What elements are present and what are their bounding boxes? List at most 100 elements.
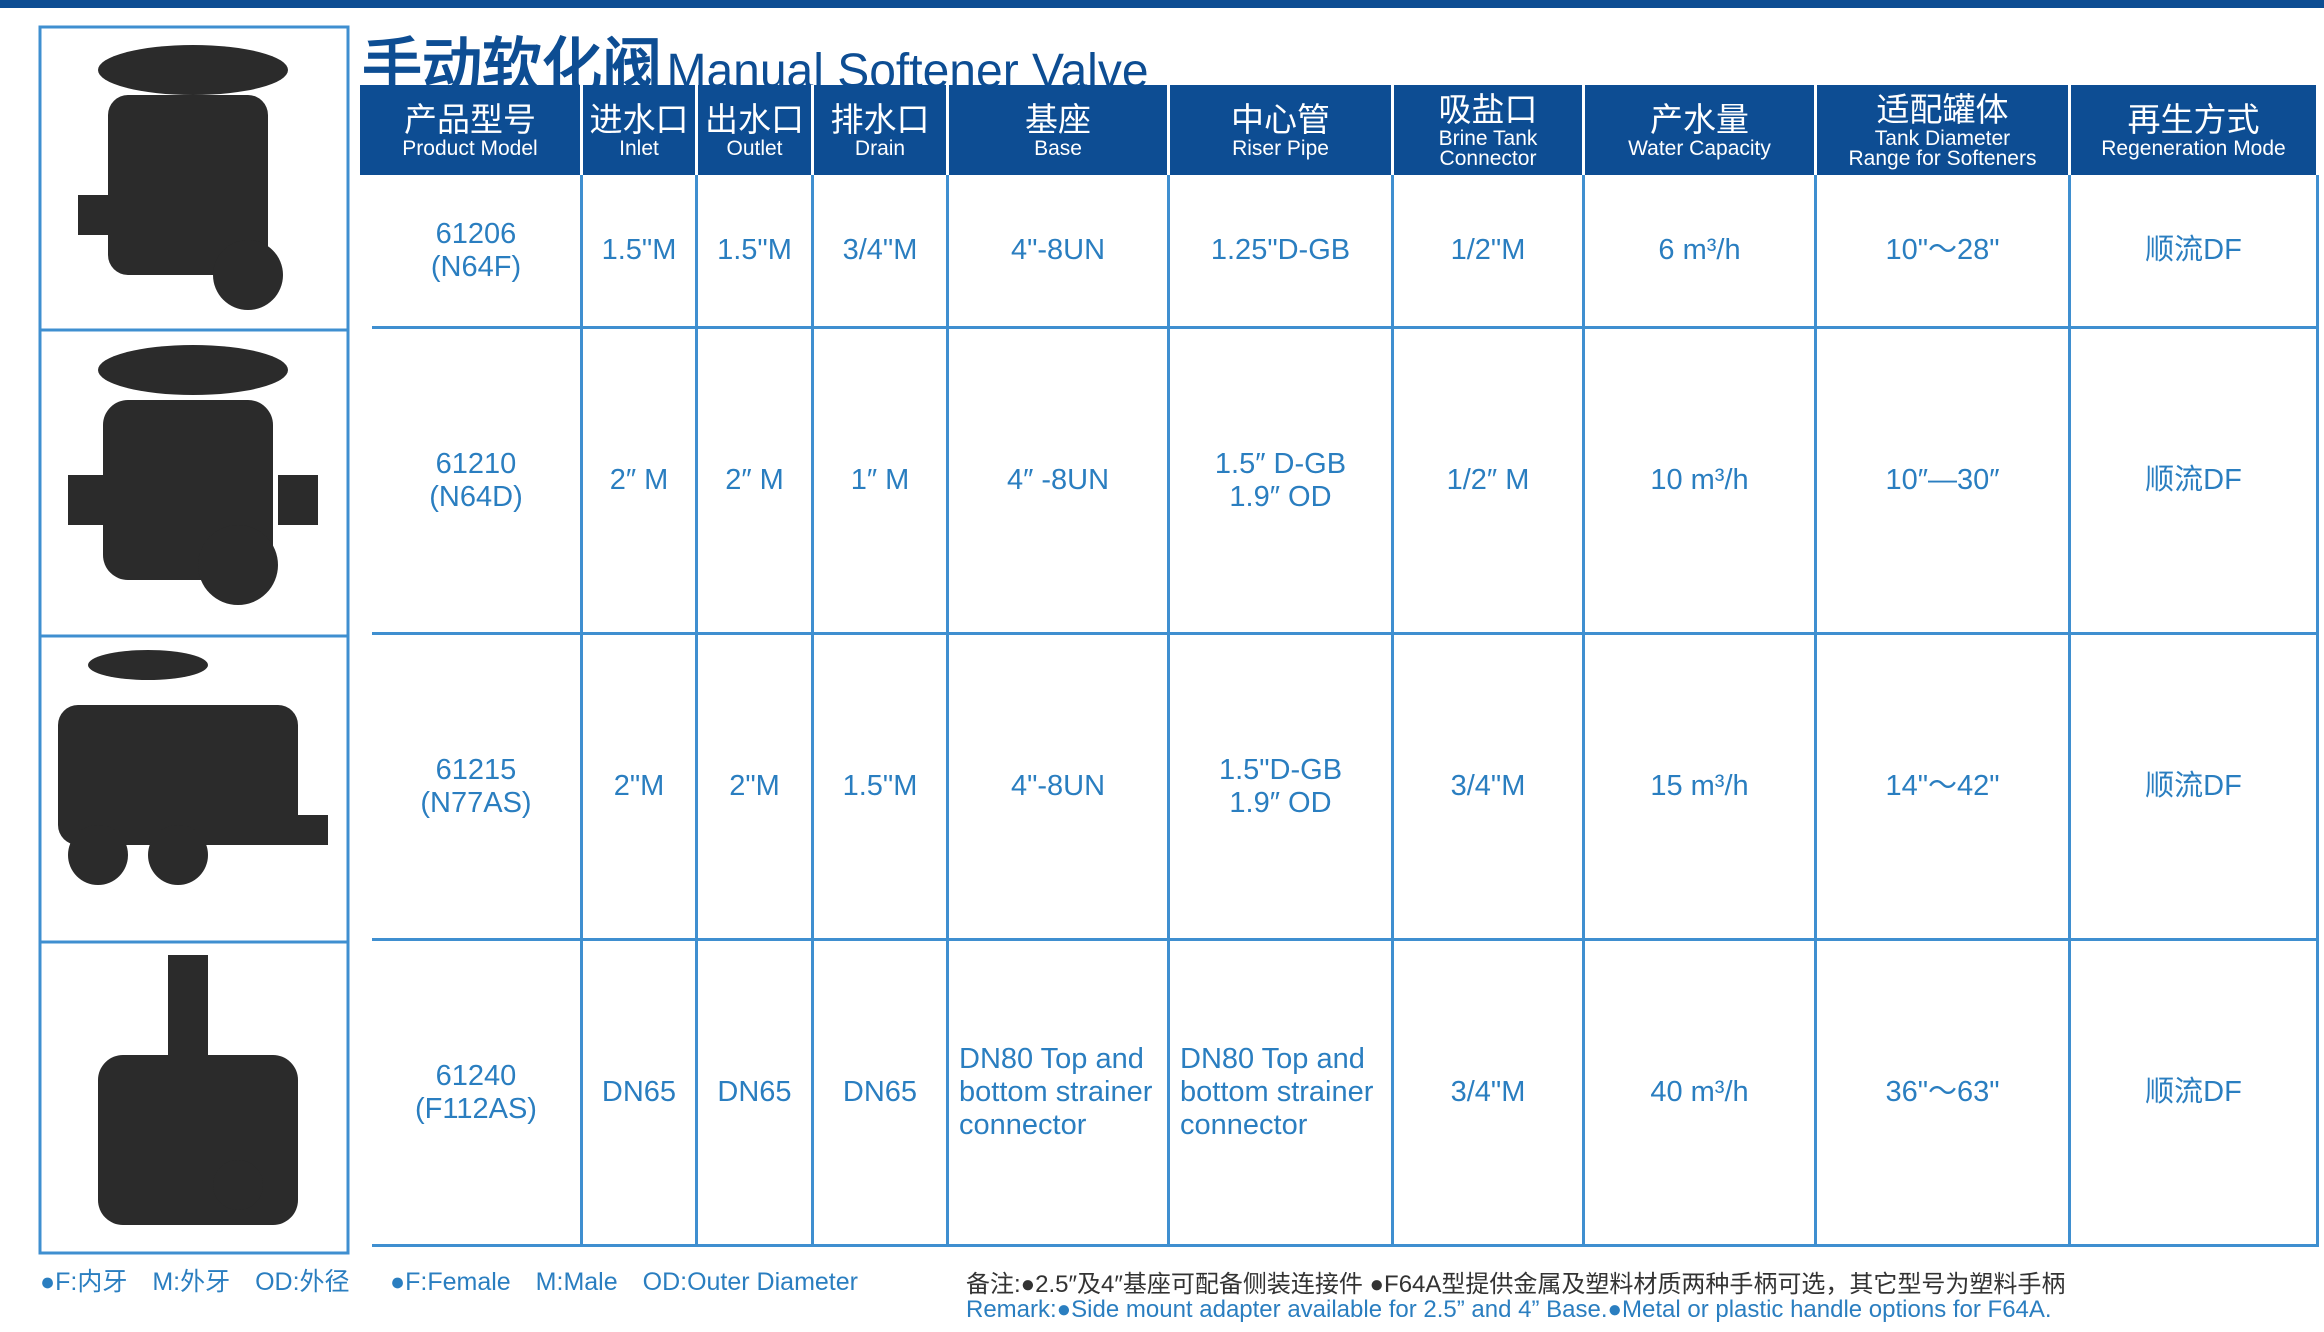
- header-cell: 进水口 Inlet: [583, 85, 698, 175]
- table-cell: 15 m³/h: [1585, 635, 1817, 941]
- table-cell: 2"M: [698, 635, 814, 941]
- product-images: [38, 25, 350, 1255]
- cell-line: DN65: [601, 1076, 677, 1108]
- top-bar: [0, 0, 2324, 8]
- cell-line: 61240: [435, 1059, 517, 1092]
- cell-line: 61210: [435, 447, 517, 480]
- legend-cn: ●F:内牙 M:外牙 OD:外径: [40, 1268, 350, 1296]
- cell-line: 1.5"M: [717, 234, 792, 266]
- cell-line: DN80 Top and: [1180, 1043, 1365, 1075]
- header-cell: 再生方式 Regeneration Mode: [2071, 85, 2319, 175]
- table-cell: 40 m³/h: [1585, 941, 1817, 1247]
- header-cn: 再生方式: [2127, 101, 2260, 138]
- table-cell: 4"-8UN: [949, 175, 1170, 329]
- header-cell: 产水量 Water Capacity: [1585, 85, 1817, 175]
- cell-line: (N77AS): [420, 786, 532, 819]
- header-cn: 基座: [1025, 101, 1091, 138]
- table-cell: 6 m³/h: [1585, 175, 1817, 329]
- header-en: Tank Diameter: [1874, 127, 2011, 150]
- cell-line: 1.5"D-GB: [1218, 753, 1343, 786]
- cell-line: 1/2"M: [1450, 234, 1526, 266]
- cell-line: 顺流DF: [2145, 1076, 2242, 1108]
- header-cn: 适配罐体: [1876, 91, 2009, 128]
- cell-line: (N64F): [430, 250, 522, 283]
- header-cn: 中心管: [1231, 101, 1330, 138]
- header-cell: 基座 Base: [949, 85, 1170, 175]
- table-cell: DN80 Top and bottom strainer connector: [1170, 941, 1394, 1247]
- table-cell: 1/2"M: [1394, 175, 1585, 329]
- cell-line: DN65: [842, 1076, 918, 1108]
- table-cell: DN65: [583, 941, 698, 1247]
- cell-line: 14"～42": [1885, 770, 2000, 802]
- header-cell: 吸盐口 Brine Tank Connector: [1394, 85, 1585, 175]
- cell-line: DN80 Top and: [959, 1043, 1144, 1075]
- cell-line: 10″—30″: [1885, 464, 2000, 496]
- table-cell: 10″—30″: [1817, 329, 2071, 635]
- table-cell: 1.25"D-GB: [1170, 175, 1394, 329]
- header-cell: 排水口 Drain: [814, 85, 949, 175]
- cell-line: connector: [1180, 1109, 1308, 1141]
- table-cell: 顺流DF: [2071, 175, 2319, 329]
- table-cell: DN80 Top and bottom strainer connector: [949, 941, 1170, 1247]
- cell-line: 1.25"D-GB: [1210, 234, 1351, 266]
- header-en: Range for Softeners: [1848, 147, 2037, 170]
- cell-line: 40 m³/h: [1650, 1076, 1749, 1108]
- cell-line: 1/2″ M: [1446, 464, 1530, 496]
- header-en: Regeneration Mode: [2101, 137, 2286, 160]
- table-cell: 1/2″ M: [1394, 329, 1585, 635]
- table-cell: 10 m³/h: [1585, 329, 1817, 635]
- header-cell: 适配罐体 Tank Diameter Range for Softeners: [1817, 85, 2071, 175]
- header-en: Connector: [1439, 147, 1537, 170]
- table-cell: 1.5"M: [698, 175, 814, 329]
- cell-line: 1.5"M: [601, 234, 677, 266]
- remark-cn: 备注:●2.5″及4″基座可配备侧装连接件 ●F64A型提供金属及塑料材质两种手…: [966, 1271, 2066, 1298]
- header-cn: 产品型号: [404, 101, 536, 138]
- header-cn: 产水量: [1650, 101, 1749, 138]
- table-cell: 2″ M: [583, 329, 698, 635]
- header-en: Product Model: [402, 137, 538, 160]
- cell-line: 10"～28": [1885, 234, 2000, 266]
- cell-line: connector: [959, 1109, 1087, 1141]
- table-cell: 顺流DF: [2071, 329, 2319, 635]
- cell-line: 4"-8UN: [1010, 770, 1106, 802]
- table-cell: 3/4"M: [1394, 635, 1585, 941]
- cell-line: 顺流DF: [2145, 464, 2242, 496]
- cell-line: bottom strainer: [959, 1076, 1153, 1108]
- table-cell: 3/4"M: [1394, 941, 1585, 1247]
- cell-line: 61206: [435, 217, 517, 250]
- header-cell: 产品型号 Product Model: [360, 85, 583, 175]
- cell-line: 36"～63": [1885, 1076, 2000, 1108]
- header-cell: 中心管 Riser Pipe: [1170, 85, 1394, 175]
- cell-line: 3/4"M: [842, 234, 918, 266]
- cell-line: 6 m³/h: [1658, 234, 1741, 266]
- cell-line: 顺流DF: [2145, 770, 2242, 802]
- cell-line: 顺流DF: [2145, 234, 2242, 266]
- table-cell: 1.5″ D-GB 1.9″ OD: [1170, 329, 1394, 635]
- table-cell: 1″ M: [814, 329, 949, 635]
- header-en: Water Capacity: [1628, 137, 1771, 160]
- cell-line: 4"-8UN: [1010, 234, 1106, 266]
- cell-line: 3/4"M: [1450, 1076, 1526, 1108]
- cell-line: (F112AS): [415, 1092, 537, 1125]
- table-cell: 10"～28": [1817, 175, 2071, 329]
- cell-line: 10 m³/h: [1650, 464, 1749, 496]
- cell-line: (N64D): [429, 480, 523, 513]
- cell-line: DN65: [717, 1076, 792, 1108]
- remark-en: Remark:●Side mount adapter available for…: [966, 1296, 2052, 1323]
- header-en: Drain: [854, 137, 906, 160]
- table-cell: 1.5"M: [814, 635, 949, 941]
- table-cell: 1.5"D-GB 1.9″ OD: [1170, 635, 1394, 941]
- cell-line: 2″ M: [609, 464, 669, 496]
- header-en: Base: [1034, 137, 1082, 160]
- table-cell: 2″ M: [698, 329, 814, 635]
- cell-line: bottom strainer: [1180, 1076, 1374, 1108]
- header-en: Outlet: [726, 137, 783, 160]
- table-cell: 顺流DF: [2071, 635, 2319, 941]
- cell-line: 1.9″ OD: [1229, 786, 1332, 819]
- cell-line: 15 m³/h: [1650, 770, 1749, 802]
- table-cell: 61210 (N64D): [372, 329, 583, 635]
- table-cell: 61240 (F112AS): [372, 941, 583, 1247]
- table-cell: DN65: [698, 941, 814, 1247]
- header-en: Riser Pipe: [1232, 137, 1329, 160]
- header-en: Inlet: [619, 137, 659, 160]
